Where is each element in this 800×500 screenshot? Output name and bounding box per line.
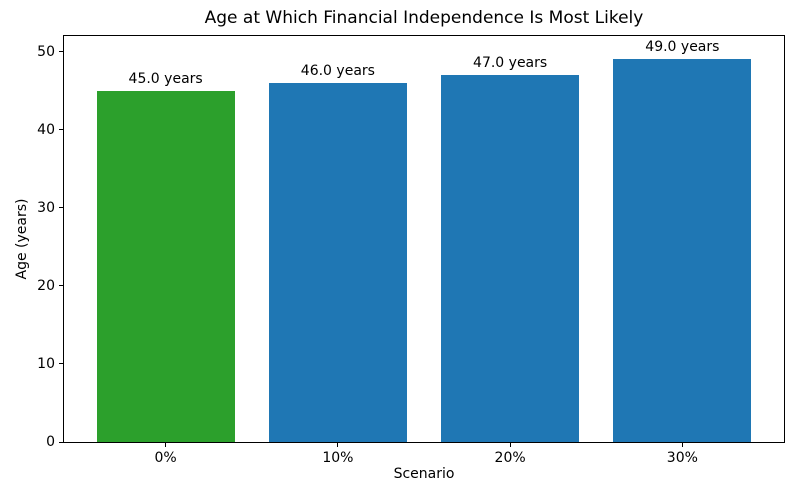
bar-value-label: 46.0 years (300, 62, 375, 79)
bar-value-label: 49.0 years (645, 39, 720, 56)
y-tick-mark (59, 51, 64, 53)
plot-area: 0 10 20 30 40 50 45.0 years 0% 46.0 years 10% 47.0… (37, 35, 785, 466)
y-tick-mark (59, 363, 64, 365)
x-tick-mark (509, 442, 511, 447)
x-tick-mark (337, 442, 339, 447)
y-tick-mark (59, 441, 64, 443)
x-tick-mark (165, 442, 167, 447)
x-tick-label: 0% (154, 450, 177, 466)
bar-10% (268, 82, 407, 442)
bar-value-label: 45.0 years (128, 70, 203, 87)
x-tick-label: 20% (494, 450, 526, 466)
y-tick-label: 40 (37, 121, 55, 138)
y-tick-label: 50 (37, 43, 55, 60)
bar-30% (613, 59, 752, 442)
x-tick-mark (681, 442, 683, 447)
x-axis-label: Scenario (393, 466, 455, 482)
x-tick-label: 10% (322, 450, 354, 466)
bar-value-label: 47.0 years (473, 55, 548, 72)
y-tick-mark (59, 129, 64, 131)
chart-title: Age at Which Financial Independence Is M… (204, 8, 644, 28)
y-tick-label: 20 (37, 277, 55, 294)
y-tick-label: 30 (37, 199, 55, 216)
bar-0% (96, 90, 235, 442)
x-tick-label: 30% (666, 450, 698, 466)
y-tick-mark (59, 285, 64, 287)
bar-20% (441, 75, 580, 442)
y-tick-label: 0 (46, 434, 55, 450)
y-tick-label: 10 (37, 355, 55, 372)
y-tick-mark (59, 207, 64, 209)
